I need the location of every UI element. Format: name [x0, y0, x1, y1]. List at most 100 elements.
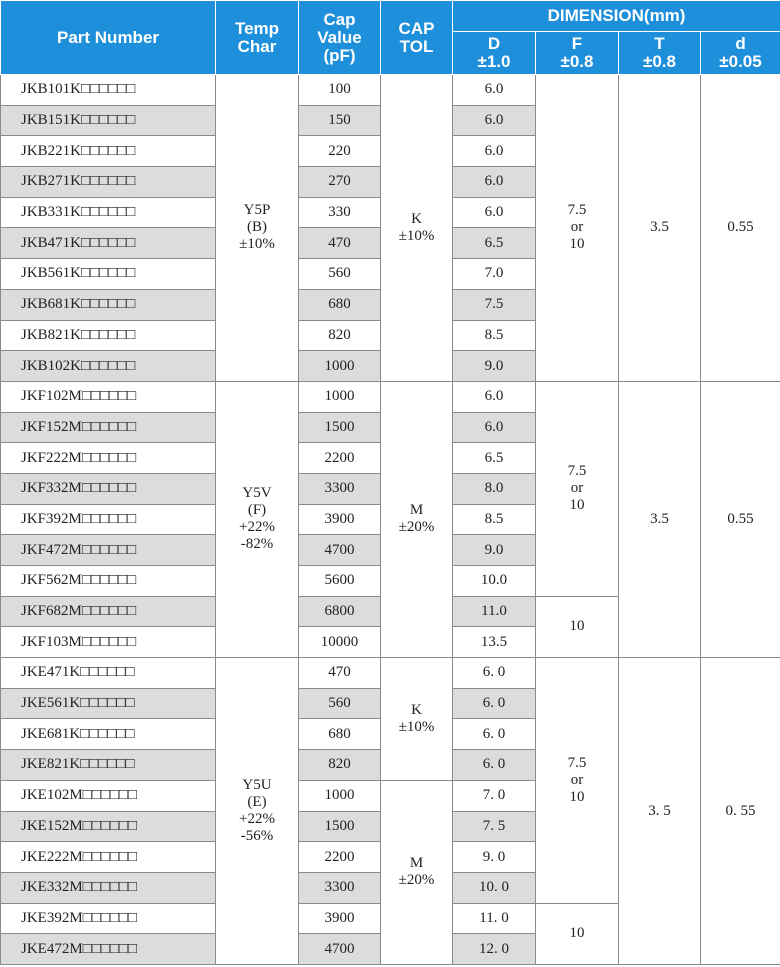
table-row: JKB471K□□□□□□ 470 6.5: [0, 227, 780, 260]
part-number-cell: JKE152M□□□□□□: [0, 810, 216, 843]
dim-t-cell: 3.5: [618, 74, 701, 382]
cap-tol-cell: K ±10%: [380, 657, 453, 781]
cap-value-cell: 100: [298, 74, 381, 106]
cap-value-cell: 560: [298, 687, 381, 720]
part-number-cell: JKF562M□□□□□□: [0, 565, 216, 597]
dim-d-cell: 6. 0: [452, 718, 536, 751]
dim-d-cell: 7. 5: [452, 810, 536, 843]
cap-value-cell: 3900: [298, 503, 381, 536]
part-number-cell: JKE472M□□□□□□: [0, 933, 216, 965]
table-row: JKE821K□□□□□□ 820 6. 0: [0, 749, 780, 781]
table-row: JKF222M□□□□□□ 2200 6.5: [0, 442, 780, 474]
part-number-cell: JKE681K□□□□□□: [0, 718, 216, 751]
part-number-cell: JKE471K□□□□□□: [0, 657, 216, 689]
cap-value-cell: 1000: [298, 779, 381, 812]
part-number-cell: JKB681K□□□□□□: [0, 288, 216, 321]
header-part-number: Part Number: [0, 0, 216, 75]
cap-value-cell: 4700: [298, 534, 381, 566]
part-number-cell: JKE102M□□□□□□: [0, 779, 216, 812]
table-row: JKE681K□□□□□□ 680 6. 0: [0, 718, 780, 751]
cap-tol-cell: K ±10%: [380, 74, 453, 382]
dim-d-cell: 6.0: [452, 74, 536, 106]
table-row: JKE472M□□□□□□ 4700 12. 0: [0, 933, 780, 965]
part-number-cell: JKB101K□□□□□□: [0, 74, 216, 106]
header-temp-char: Temp Char: [215, 0, 299, 75]
part-number-cell: JKB471K□□□□□□: [0, 227, 216, 260]
table-row: JKE152M□□□□□□ 1500 7. 5: [0, 810, 780, 843]
header-cap-tol: CAP TOL: [380, 0, 453, 75]
part-number-cell: JKE821K□□□□□□: [0, 749, 216, 781]
table-row: JKB221K□□□□□□ 220 6.0: [0, 135, 780, 168]
dim-d-cell: 6.0: [452, 411, 536, 444]
cap-value-cell: 2200: [298, 841, 381, 873]
cap-tol-cell: M ±20%: [380, 779, 453, 965]
part-number-cell: JKF332M□□□□□□: [0, 472, 216, 505]
part-number-cell: JKE222M□□□□□□: [0, 841, 216, 873]
cap-value-cell: 1000: [298, 380, 381, 413]
dim-d-cell: 9.0: [452, 350, 536, 382]
cap-value-cell: 150: [298, 104, 381, 137]
dim-d-cell: 10.0: [452, 565, 536, 597]
dim-d-cell: 13.5: [452, 626, 536, 659]
part-number-cell: JKF472M□□□□□□: [0, 534, 216, 566]
dim-d-cell: 6.0: [452, 380, 536, 413]
dim-d-cell: 12. 0: [452, 933, 536, 965]
dim-d-cell: 6.0: [452, 104, 536, 137]
dim-d-cell: 10. 0: [452, 871, 536, 904]
dim-d-cell: 7.0: [452, 258, 536, 290]
part-number-cell: JKE561K□□□□□□: [0, 687, 216, 720]
table-row: JKB101K□□□□□□ Y5P (B) ±10% 100 K ±10% 6.0 7.5…: [0, 74, 780, 382]
header-dimension: DIMENSION(mm): [451, 0, 780, 32]
table-row: JKF102M□□□□□□ Y5V (F) +22% -82% 1000 M ±20%…: [0, 380, 780, 659]
dim-d-cell: 6.0: [452, 135, 536, 168]
table-row: JKE561K□□□□□□ 560 6. 0: [0, 687, 780, 720]
table-row: JKB102K□□□□□□ 1000 9.0: [0, 350, 780, 382]
cap-value-cell: 680: [298, 718, 381, 751]
cap-tol-cell: M ±20%: [380, 380, 453, 659]
cap-value-cell: 1000: [298, 350, 381, 382]
dim-d-cell: 6.0: [452, 166, 536, 198]
cap-value-cell: 330: [298, 196, 381, 229]
header-d-lower: d ±0.05: [699, 31, 780, 75]
part-number-cell: JKB151K□□□□□□: [0, 104, 216, 137]
table-row: JKF562M□□□□□□ 5600 10.0: [0, 565, 780, 597]
part-number-cell: JKF152M□□□□□□: [0, 411, 216, 444]
cap-value-cell: 560: [298, 258, 381, 290]
table-header: Part Number Temp Char Cap Value (pF) CAP…: [0, 0, 780, 75]
dim-lead-d-cell: 0. 55: [699, 657, 780, 965]
table-row: JKE222M□□□□□□ 2200 9. 0: [0, 841, 780, 873]
cap-value-cell: 470: [298, 657, 381, 689]
part-number-cell: JKB221K□□□□□□: [0, 135, 216, 168]
dim-d-cell: 6.0: [452, 196, 536, 229]
cap-value-cell: 1500: [298, 411, 381, 444]
table-row: JKB151K□□□□□□ 150 6.0: [0, 104, 780, 137]
part-number-cell: JKF682M□□□□□□: [0, 595, 216, 628]
part-number-cell: JKB271K□□□□□□: [0, 166, 216, 198]
dim-d-cell: 11.0: [452, 595, 536, 628]
part-number-cell: JKF103M□□□□□□: [0, 626, 216, 659]
cap-value-cell: 5600: [298, 565, 381, 597]
cap-value-cell: 820: [298, 749, 381, 781]
table-row: JKB681K□□□□□□ 680 7.5: [0, 288, 780, 321]
table-row: JKE102M□□□□□□ 1000 M ±20% 7. 0: [0, 779, 780, 965]
table-row: JKB331K□□□□□□ 330 6.0: [0, 196, 780, 229]
temp-char-cell: Y5U (E) +22% -56%: [215, 657, 299, 965]
header-cap-value: Cap Value (pF): [298, 0, 381, 75]
cap-value-cell: 3300: [298, 871, 381, 904]
temp-char-cell: Y5P (B) ±10%: [215, 74, 299, 382]
dim-lead-d-cell: 0.55: [699, 380, 780, 659]
dim-d-cell: 8.5: [452, 503, 536, 536]
part-number-cell: JKE392M□□□□□□: [0, 902, 216, 935]
dim-d-cell: 6.5: [452, 442, 536, 474]
dim-t-cell: 3.5: [618, 380, 701, 659]
dim-d-cell: 6. 0: [452, 687, 536, 720]
part-number-cell: JKE332M□□□□□□: [0, 871, 216, 904]
table-row: JKF332M□□□□□□ 3300 8.0: [0, 472, 780, 505]
cap-value-cell: 680: [298, 288, 381, 321]
part-number-cell: JKF102M□□□□□□: [0, 380, 216, 413]
part-number-cell: JKF392M□□□□□□: [0, 503, 216, 536]
header-t: T ±0.8: [618, 31, 701, 75]
table-row: JKF103M□□□□□□ 10000 13.5: [0, 626, 780, 659]
table-row: JKB821K□□□□□□ 820 8.5: [0, 319, 780, 352]
